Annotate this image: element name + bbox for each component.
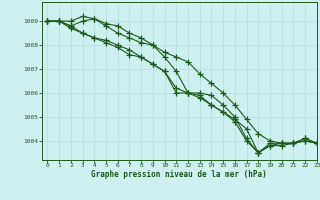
X-axis label: Graphe pression niveau de la mer (hPa): Graphe pression niveau de la mer (hPa) — [91, 170, 267, 179]
